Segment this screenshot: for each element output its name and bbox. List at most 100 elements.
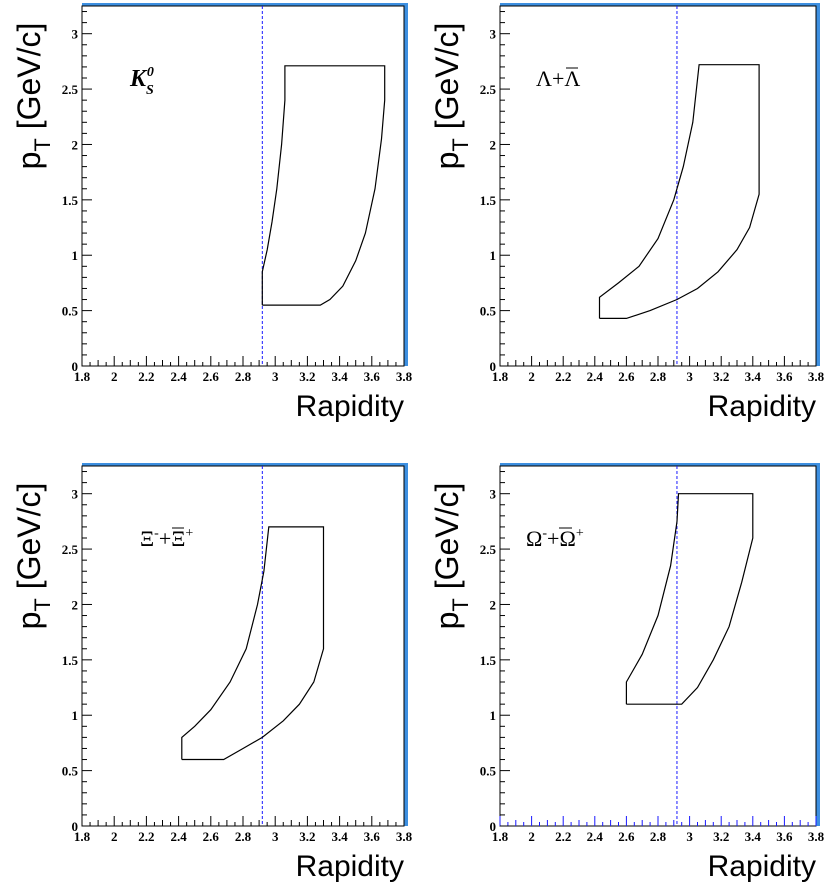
y-tick-label: 2 (490, 137, 497, 152)
y-tick-label: 1.5 (62, 193, 79, 208)
panel-label: Λ+Λ (536, 66, 580, 91)
y-tick-label: 3 (72, 27, 79, 42)
frame-shadow-top (82, 3, 408, 6)
y-tick-label: 3 (490, 27, 497, 42)
x-tick-label: 3.2 (299, 829, 315, 844)
x-tick-label: 3.6 (776, 369, 793, 384)
x-tick-label: 3.8 (808, 829, 825, 844)
x-tick-label: 2 (528, 829, 535, 844)
x-tick-label: 3.2 (299, 369, 315, 384)
y-tick-label: 1 (490, 248, 497, 263)
y-tick-label: 2 (490, 597, 497, 612)
x-tick-label: 1.8 (492, 829, 509, 844)
y-tick-label: 1.5 (480, 653, 497, 668)
frame-shadow-top (500, 463, 820, 466)
frame-shadow-right (816, 3, 820, 366)
y-tick-label: 3 (490, 487, 497, 502)
y-tick-label: 0 (490, 819, 497, 834)
frame-shadow-right (404, 3, 408, 366)
y-tick-label: 1.5 (62, 653, 79, 668)
x-tick-label: 1.8 (74, 369, 91, 384)
x-tick-label: 2.2 (138, 369, 154, 384)
y-tick-label: 2.5 (62, 82, 79, 97)
frame-shadow-right (404, 463, 408, 826)
frame-shadow-top (500, 3, 820, 6)
y-axis-title: pT [GeV/c] (11, 23, 55, 170)
x-tick-label: 3.8 (396, 369, 413, 384)
frame-shadow-right (816, 463, 820, 826)
x-tick-label: 3.4 (745, 829, 762, 844)
acceptance-region (625, 493, 754, 705)
y-tick-label: 0 (72, 819, 79, 834)
x-tick-label: 3.8 (396, 829, 413, 844)
plot-frame (499, 5, 817, 367)
x-tick-label: 3 (272, 369, 279, 384)
y-axis-title: pT [GeV/c] (11, 483, 55, 630)
frame-shadow-top (82, 463, 408, 466)
x-tick-label: 3.4 (331, 369, 348, 384)
x-tick-label: 2.2 (138, 829, 154, 844)
x-tick-label: 2.4 (170, 369, 187, 384)
x-tick-label: 2.6 (203, 829, 220, 844)
x-tick-label: 2 (111, 829, 118, 844)
x-tick-label: 3.8 (808, 369, 825, 384)
x-tick-label: 2 (528, 369, 535, 384)
x-tick-label: 2.6 (618, 369, 635, 384)
y-tick-label: 2.5 (480, 542, 497, 557)
panel-label: Ξ-+Ξ+ (140, 526, 193, 551)
x-tick-label: 3.6 (364, 369, 381, 384)
y-tick-label: 1 (72, 708, 79, 723)
acceptance-region (598, 64, 760, 319)
y-tick-label: 0.5 (480, 304, 497, 319)
y-tick-label: 1 (72, 248, 79, 263)
y-tick-label: 1 (490, 708, 497, 723)
x-tick-label: 2.8 (650, 369, 667, 384)
x-tick-label: 1.8 (74, 829, 91, 844)
panel-lambda: 1.8 2 2.2 2.4 2.6 2.8 3 3.2 3.4 3.6 3.8 0 0.5 1 1.5 2 2.… (429, 3, 825, 423)
y-tick-label: 0 (490, 359, 497, 374)
y-axis-title: pT [GeV/c] (429, 483, 473, 630)
y-tick-label: 0.5 (62, 304, 79, 319)
x-axis-title: Rapidity (296, 850, 404, 883)
x-tick-label: 3.6 (364, 829, 381, 844)
acceptance-region (181, 526, 325, 761)
plot-frame (499, 465, 817, 827)
y-tick-label: 2 (72, 137, 79, 152)
x-tick-label: 3 (272, 829, 279, 844)
x-axis-title: Rapidity (708, 390, 816, 423)
x-tick-label: 2.2 (555, 829, 571, 844)
x-tick-label: 2.4 (170, 829, 187, 844)
x-tick-label: 3 (686, 369, 693, 384)
x-tick-label: 3.2 (713, 829, 729, 844)
x-tick-label: 2.6 (203, 369, 220, 384)
x-tick-label: 2 (111, 369, 118, 384)
panel-label: KS0 (129, 65, 154, 98)
x-tick-label: 2.4 (587, 829, 604, 844)
y-tick-label: 0.5 (62, 764, 79, 779)
y-tick-label: 0.5 (480, 764, 497, 779)
x-tick-label: 2.6 (618, 829, 635, 844)
x-axis-title: Rapidity (296, 390, 404, 423)
y-tick-label: 2.5 (480, 82, 497, 97)
y-tick-label: 2 (72, 597, 79, 612)
x-axis-title: Rapidity (708, 850, 816, 883)
x-tick-label: 3.4 (745, 369, 762, 384)
x-tick-label: 3.4 (331, 829, 348, 844)
x-tick-label: 2.2 (555, 369, 571, 384)
y-tick-label: 2.5 (62, 542, 79, 557)
panel-omega: 1.8 2 2.2 2.4 2.6 2.8 3 3.2 3.4 3.6 3.8 0 0.5 1 1.5 2 2.… (429, 463, 825, 883)
plot-frame (81, 5, 405, 367)
plot-frame (81, 465, 405, 827)
y-axis-title: pT [GeV/c] (429, 23, 473, 170)
x-tick-label: 1.8 (492, 369, 509, 384)
x-tick-label: 3.2 (713, 369, 729, 384)
x-tick-label: 2.8 (235, 369, 252, 384)
panel-k0s: 1.8 2 2.2 2.4 2.6 2.8 3 3.2 3.4 3.6 3.8 0 0.5 1 1.5 2 2.… (11, 3, 413, 423)
panel-label: Ω-+Ω+ (526, 526, 584, 551)
acceptance-region (261, 65, 386, 306)
y-tick-label: 1.5 (480, 193, 497, 208)
y-tick-label: 3 (72, 487, 79, 502)
y-tick-label: 0 (72, 359, 79, 374)
panel-xi: 1.8 2 2.2 2.4 2.6 2.8 3 3.2 3.4 3.6 3.8 0 0.5 1 1.5 2 2.… (11, 463, 413, 883)
